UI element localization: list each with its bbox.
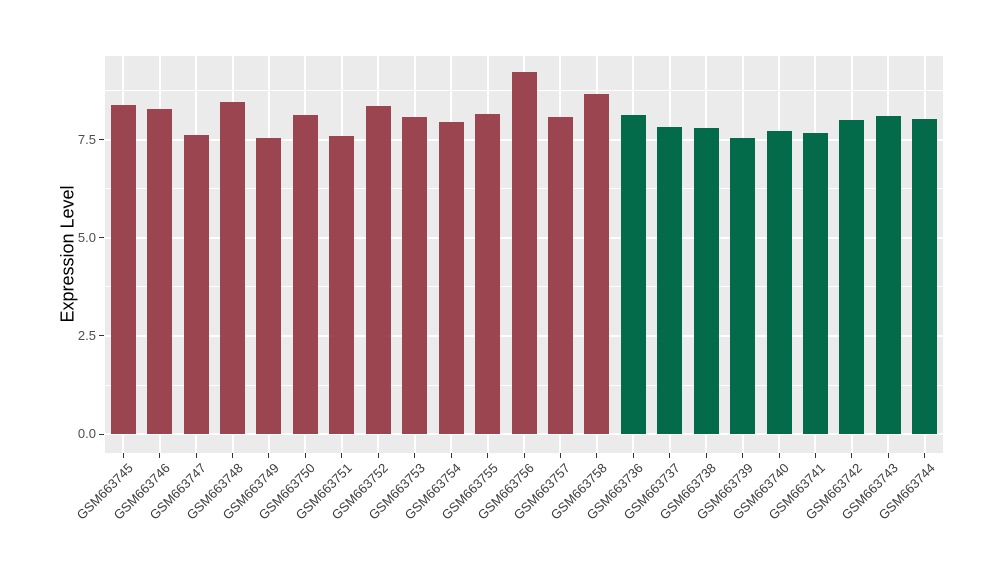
x-tick-mark [705,453,707,458]
plot-panel [105,56,943,453]
bar [620,114,646,435]
y-tick-label: 5.0 [77,229,96,245]
bar [475,113,501,435]
x-tick-mark [924,453,926,458]
x-tick-mark [487,453,489,458]
x-tick-mark [122,453,124,458]
bar [839,120,865,435]
x-tick-mark [232,453,234,458]
x-tick-mark [377,453,379,458]
x-tick-mark [559,453,561,458]
y-tick-label: 7.5 [77,131,96,147]
x-tick-mark [669,453,671,458]
x-tick-mark [887,453,889,458]
bar [220,101,246,435]
bar [657,126,683,435]
x-tick-mark [341,453,343,458]
x-tick-mark [814,453,816,458]
y-tick-mark [99,139,104,141]
x-tick-mark [195,453,197,458]
x-tick-mark [742,453,744,458]
bar [511,72,537,435]
bar [365,105,391,435]
x-tick-mark [523,453,525,458]
y-tick-mark [99,237,104,239]
bar [147,109,173,435]
bar [584,94,610,435]
bar [110,105,136,435]
bar [402,117,428,435]
x-tick-mark [268,453,270,458]
y-tick-label: 0.0 [77,426,96,442]
bar [183,134,209,435]
x-tick-mark [851,453,853,458]
y-tick-mark [99,433,104,435]
x-tick-mark [304,453,306,458]
x-tick-mark [778,453,780,458]
y-axis-title: Expression Level [57,185,78,323]
bar [730,138,756,435]
bar [329,136,355,435]
bar [438,122,464,435]
y-tick-mark [99,335,104,337]
bar [292,114,318,435]
bar [875,116,901,435]
x-tick-mark [596,453,598,458]
bar [912,119,938,435]
bar [256,137,282,435]
y-tick-label: 2.5 [77,327,96,343]
bar [766,131,792,435]
x-tick-mark [450,453,452,458]
x-tick-mark [414,453,416,458]
bar [547,116,573,435]
bar [693,128,719,435]
x-tick-mark [632,453,634,458]
x-tick-mark [159,453,161,458]
bar [802,132,828,435]
